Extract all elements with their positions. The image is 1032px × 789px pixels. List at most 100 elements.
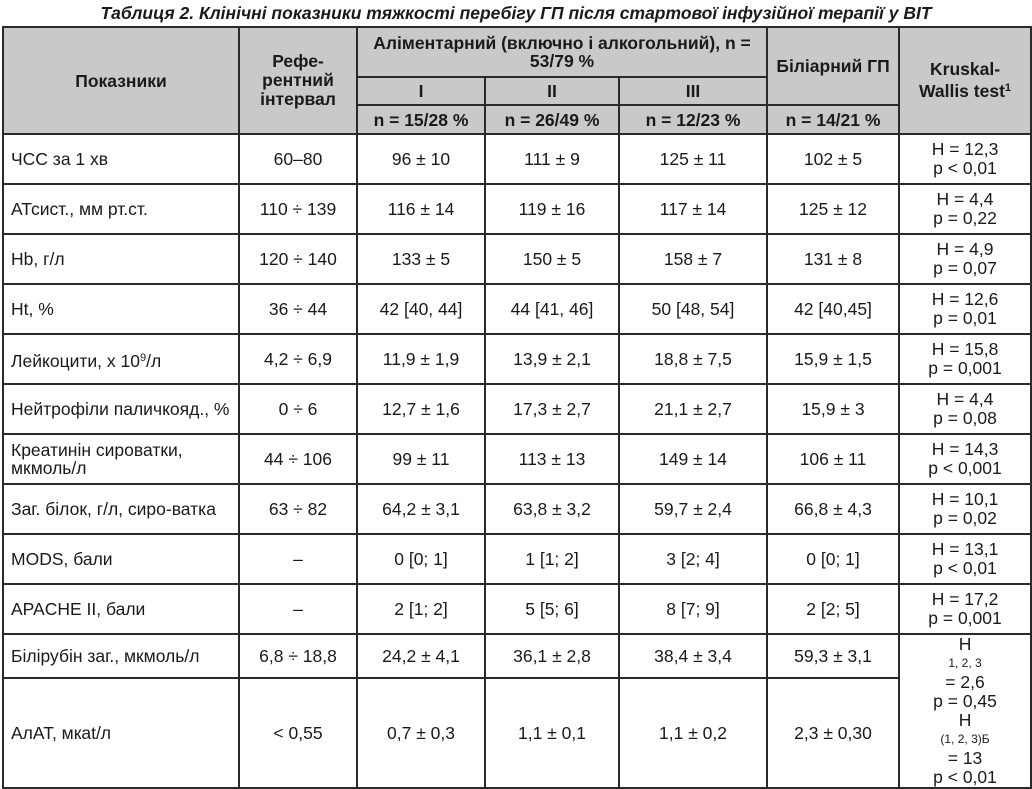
row-name: АТсист., мм рт.ст. — [2, 183, 240, 235]
header-row-2: I II III — [3, 76, 1031, 106]
row-g1: 133 ± 5 — [356, 233, 486, 285]
row-g1: 99 ± 11 — [356, 433, 486, 485]
table-row: ЧСС за 1 хв 60–80 96 ± 10 111 ± 9 125 ± … — [2, 133, 1032, 185]
row-name: APACHE II, бали — [2, 583, 240, 635]
row-name: Креатинін сироватки, мкмоль/л — [2, 433, 240, 485]
header-n-3: n = 12/23 % — [617, 104, 769, 135]
row-name: ЧСС за 1 хв — [2, 133, 240, 185]
table-row: АлАТ, мкat/л < 0,55 0,7 ± 0,3 1,1 ± 0,1 … — [2, 677, 1031, 789]
row-ref: 0 ÷ 6 — [238, 383, 358, 435]
row-g1: 116 ± 14 — [356, 183, 486, 235]
row-test: H = 4,4 p = 0,22 — [898, 183, 1032, 235]
table-row: Ht, % 36 ÷ 44 42 [40, 44] 44 [41, 46] 50… — [2, 283, 1032, 335]
row-name: Hb, г/л — [2, 233, 240, 285]
row-test: H = 12,3 p < 0,01 — [898, 133, 1032, 185]
header-n-2: n = 26/49 % — [484, 104, 620, 135]
row-g2: 5 [5; 6] — [484, 583, 620, 635]
row-ref: 63 ÷ 82 — [238, 483, 358, 535]
row-test: H = 12,6 p = 0,01 — [898, 283, 1032, 335]
row-name: Білірубін заг., мкмоль/л — [2, 633, 240, 679]
table-row: Заг. білок, г/л, сиро-ватка 63 ÷ 82 64,2… — [2, 483, 1032, 535]
row-test: H = 4,4 p = 0,08 — [898, 383, 1032, 435]
row-g2: 13,9 ± 2,1 — [484, 333, 620, 385]
header-grade-1: I — [356, 76, 486, 106]
row-g2: 63,8 ± 3,2 — [484, 483, 620, 535]
row-test: H = 13,1 p < 0,01 — [898, 533, 1032, 585]
row-g2: 1 [1; 2] — [484, 533, 620, 585]
row-g3: 50 [48, 54] — [617, 283, 769, 335]
row-g3: 117 ± 14 — [617, 183, 769, 235]
row-test: H = 17,2 p = 0,001 — [898, 583, 1032, 635]
row-g2: 111 ± 9 — [484, 133, 620, 185]
row-name: Заг. білок, г/л, сиро-ватка — [2, 483, 240, 535]
row-g2: 1,1 ± 0,1 — [484, 677, 620, 789]
header-alimentary: Аліментарний (включно і алкогольний), n … — [355, 26, 769, 78]
row-biliary: 2,3 ± 0,30 — [766, 677, 901, 789]
header-row-1: Показники Рефе-рентний інтервал Алімента… — [2, 26, 1032, 135]
row-biliary: 59,3 ± 3,1 — [766, 633, 901, 679]
row-biliary: 15,9 ± 3 — [766, 383, 901, 435]
row-g1: 11,9 ± 1,9 — [356, 333, 486, 385]
table-row: Лейкоцити, х 109/л 4,2 ÷ 6,9 11,9 ± 1,9 … — [2, 333, 1032, 385]
table-row: Нейтрофіли паличкояд., % 0 ÷ 6 12,7 ± 1,… — [2, 383, 1032, 435]
header-ref: Рефе-рентний інтервал — [238, 26, 358, 135]
table-caption: Таблиця 2. Клінічні показники тяжкості п… — [100, 3, 932, 23]
row-biliary: 106 ± 11 — [766, 433, 901, 485]
row-g2: 36,1 ± 2,8 — [484, 633, 620, 679]
clinical-table: Показники Рефе-рентний інтервал Алімента… — [2, 26, 1032, 789]
row-test: H = 14,3 p < 0,001 — [898, 433, 1032, 485]
row-g2: 150 ± 5 — [484, 233, 620, 285]
row-test: H = 10,1 p = 0,02 — [898, 483, 1032, 535]
row-name: АлАТ, мкat/л — [2, 677, 240, 789]
table-row: APACHE II, бали – 2 [1; 2] 5 [5; 6] 8 [7… — [2, 583, 1032, 635]
row-g3: 8 [7; 9] — [617, 583, 769, 635]
row-name: Нейтрофіли паличкояд., % — [2, 383, 240, 435]
row-g3: 125 ± 11 — [617, 133, 769, 185]
row-biliary: 66,8 ± 4,3 — [766, 483, 901, 535]
header-n-4: n = 14/21 % — [766, 104, 901, 135]
row-g1: 42 [40, 44] — [356, 283, 486, 335]
row-biliary: 2 [2; 5] — [766, 583, 901, 635]
row-ref: 4,2 ÷ 6,9 — [238, 333, 358, 385]
row-ref: – — [238, 533, 358, 585]
row-ref: – — [238, 583, 358, 635]
row-name: Лейкоцити, х 109/л — [2, 333, 240, 385]
row-g3: 1,1 ± 0,2 — [617, 677, 769, 789]
row-biliary: 131 ± 8 — [766, 233, 901, 285]
row-biliary: 0 [0; 1] — [766, 533, 901, 585]
table-row: Hb, г/л 120 ÷ 140 133 ± 5 150 ± 5 158 ± … — [2, 233, 1032, 285]
row-g1: 0,7 ± 0,3 — [356, 677, 486, 789]
row-test: H = 15,8 p = 0,001 — [898, 333, 1032, 385]
row-test-merged: H 1, 2, 3 = 2,6 p = 0,45 H (1, 2, 3)Б = 13… — [898, 633, 1032, 789]
row-g3: 59,7 ± 2,4 — [617, 483, 769, 535]
row-ref: 110 ÷ 139 — [238, 183, 358, 235]
table-row: MODS, бали – 0 [0; 1] 1 [1; 2] 3 [2; 4] … — [2, 533, 1032, 585]
row-biliary: 42 [40,45] — [766, 283, 901, 335]
header-test: Kruskal-Wallis test1 — [898, 26, 1032, 135]
table-row: Білірубін заг., мкмоль/л 6,8 ÷ 18,8 24,2… — [2, 633, 1032, 789]
header-grade-2: II — [484, 76, 620, 106]
row-ref: 36 ÷ 44 — [238, 283, 358, 335]
header-biliary: Біліарний ГП — [766, 26, 901, 106]
row-g2: 44 [41, 46] — [484, 283, 620, 335]
row-ref: 120 ÷ 140 — [238, 233, 358, 285]
row-g1: 24,2 ± 4,1 — [356, 633, 486, 679]
row-g3: 18,8 ± 7,5 — [617, 333, 769, 385]
row-g1: 0 [0; 1] — [356, 533, 486, 585]
row-biliary: 15,9 ± 1,5 — [766, 333, 901, 385]
row-g3: 158 ± 7 — [617, 233, 769, 285]
row-ref: 44 ÷ 106 — [238, 433, 358, 485]
row-g1: 2 [1; 2] — [356, 583, 486, 635]
row-g2: 17,3 ± 2,7 — [484, 383, 620, 435]
row-ref: < 0,55 — [238, 677, 358, 789]
row-g1: 12,7 ± 1,6 — [356, 383, 486, 435]
header-grade-3: III — [617, 76, 769, 106]
row-g2: 113 ± 13 — [484, 433, 620, 485]
row-g2: 119 ± 16 — [484, 183, 620, 235]
header-param: Показники — [2, 26, 240, 135]
row-g1: 64,2 ± 3,1 — [356, 483, 486, 535]
row-name: Ht, % — [2, 283, 240, 335]
row-ref: 6,8 ÷ 18,8 — [238, 633, 358, 679]
row-biliary: 125 ± 12 — [766, 183, 901, 235]
row-ref: 60–80 — [238, 133, 358, 185]
